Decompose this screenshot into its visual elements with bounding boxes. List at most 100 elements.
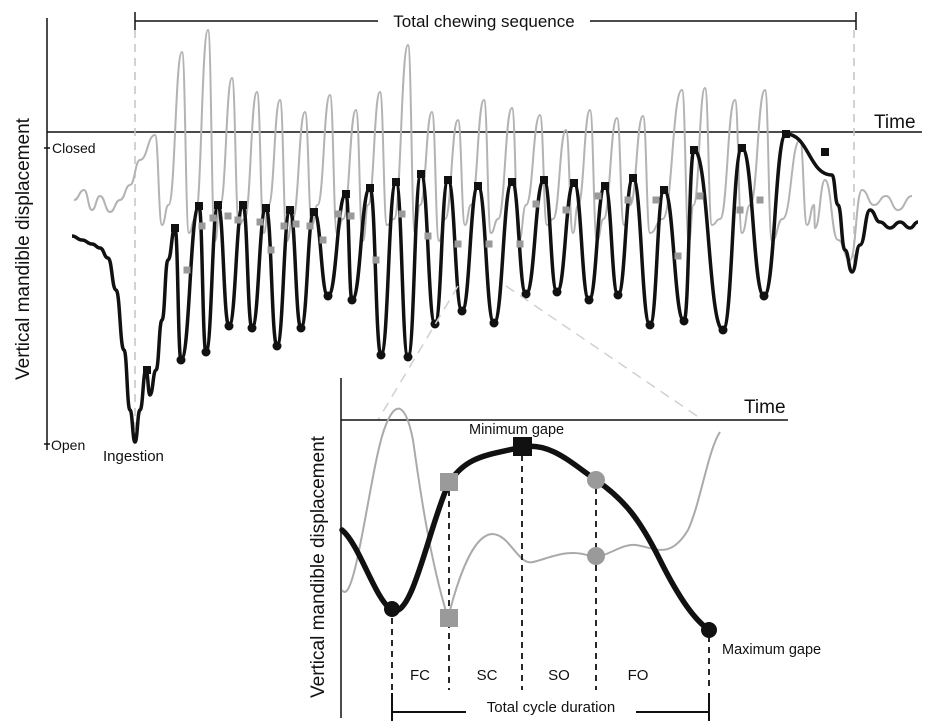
closed-label: Closed bbox=[52, 140, 96, 156]
inset-marker-light-so bbox=[587, 547, 605, 565]
min-gape-marker bbox=[262, 204, 270, 212]
transition-marker bbox=[319, 236, 327, 244]
transition-marker bbox=[624, 196, 632, 204]
open-label: Open bbox=[51, 437, 85, 453]
min-gape-marker bbox=[214, 201, 222, 209]
transition-marker bbox=[347, 212, 355, 220]
transition-marker bbox=[209, 214, 217, 222]
transition-marker bbox=[736, 206, 744, 214]
transition-marker bbox=[532, 200, 540, 208]
transition-marker bbox=[292, 220, 300, 228]
inset-light-trace bbox=[341, 407, 721, 622]
max-gape-marker bbox=[613, 290, 623, 300]
max-gape-marker bbox=[272, 341, 282, 351]
max-gape-marker bbox=[584, 295, 594, 305]
max-gape-marker bbox=[718, 325, 728, 335]
phase-label-fc: FC bbox=[410, 667, 430, 684]
min-gape-marker bbox=[239, 201, 247, 209]
max-gape-marker bbox=[489, 318, 499, 328]
min-gape-marker bbox=[286, 206, 294, 214]
inset-min-gape-marker bbox=[513, 437, 532, 456]
transition-marker bbox=[454, 240, 462, 248]
zoom-guide-left bbox=[377, 285, 459, 421]
max-gape-marker bbox=[247, 323, 257, 333]
maximum-gape-label: Maximum gape bbox=[722, 642, 821, 658]
transition-marker bbox=[198, 222, 206, 230]
ingestion-label: Ingestion bbox=[103, 448, 164, 465]
transition-marker bbox=[485, 240, 493, 248]
min-gape-marker bbox=[629, 174, 637, 182]
min-gape-marker bbox=[392, 178, 400, 186]
max-gape-marker bbox=[679, 316, 689, 326]
inset-dark-trace bbox=[339, 443, 712, 633]
phase-label-fo: FO bbox=[628, 667, 649, 684]
transition-marker bbox=[183, 266, 191, 274]
transition-marker bbox=[562, 206, 570, 214]
min-gape-marker bbox=[601, 182, 609, 190]
inset-y-axis-label: Vertical mandible displacement bbox=[308, 435, 329, 698]
inset-max-gape-marker-end bbox=[701, 622, 717, 638]
transition-marker bbox=[756, 196, 764, 204]
main-panel: Closed Open Vertical mandible displaceme… bbox=[13, 12, 922, 465]
min-gape-marker bbox=[444, 176, 452, 184]
phase-label-sc: SC bbox=[477, 667, 498, 684]
transition-marker bbox=[696, 192, 704, 200]
min-gape-marker bbox=[171, 224, 179, 232]
min-gape-marker bbox=[417, 170, 425, 178]
transition-marker bbox=[267, 246, 275, 254]
inset-marker-so bbox=[587, 471, 605, 489]
min-gape-marker bbox=[366, 184, 374, 192]
min-gape-marker bbox=[738, 144, 746, 152]
max-gape-marker bbox=[323, 291, 333, 301]
minimum-gape-label: Minimum gape bbox=[469, 422, 564, 438]
transition-marker bbox=[372, 256, 380, 264]
transition-marker bbox=[424, 232, 432, 240]
sequence-label: Total chewing sequence bbox=[393, 12, 574, 31]
transition-marker bbox=[398, 210, 406, 218]
min-gape-marker bbox=[310, 208, 318, 216]
min-gape-marker bbox=[540, 176, 548, 184]
inset-panel: Vertical mandible displacement Time FC S… bbox=[308, 378, 821, 721]
max-gape-marker bbox=[645, 320, 655, 330]
transition-marker bbox=[224, 212, 232, 220]
zoom-guide-right bbox=[505, 285, 701, 419]
inset-marker-light-min bbox=[440, 609, 458, 627]
inset-max-gape-marker-start bbox=[384, 601, 400, 617]
min-gape-marker bbox=[690, 146, 698, 154]
min-gape-marker bbox=[195, 202, 203, 210]
min-gape-marker bbox=[821, 148, 829, 156]
max-gape-marker bbox=[403, 352, 413, 362]
main-y-axis-label: Vertical mandible displacement bbox=[13, 117, 34, 380]
transition-marker bbox=[256, 218, 264, 226]
cycle-duration-label: Total cycle duration bbox=[487, 699, 615, 716]
max-gape-marker bbox=[296, 323, 306, 333]
main-time-label: Time bbox=[874, 112, 916, 133]
min-gape-marker bbox=[570, 179, 578, 187]
phase-label-so: SO bbox=[548, 667, 570, 684]
min-gape-marker bbox=[660, 186, 668, 194]
min-gape-marker bbox=[143, 366, 151, 374]
main-markers bbox=[143, 130, 829, 374]
transition-marker bbox=[674, 252, 682, 260]
max-gape-marker bbox=[347, 295, 357, 305]
max-gape-marker bbox=[201, 347, 211, 357]
inset-time-label: Time bbox=[744, 397, 786, 418]
transition-marker bbox=[516, 240, 524, 248]
max-gape-marker bbox=[224, 321, 234, 331]
transition-marker bbox=[594, 192, 602, 200]
max-gape-marker bbox=[759, 291, 769, 301]
max-gape-marker bbox=[521, 289, 531, 299]
min-gape-marker bbox=[342, 190, 350, 198]
min-gape-marker bbox=[474, 182, 482, 190]
min-gape-marker bbox=[508, 178, 516, 186]
max-gape-marker bbox=[176, 355, 186, 365]
max-gape-marker bbox=[430, 319, 440, 329]
max-gape-marker bbox=[457, 306, 467, 316]
transition-marker bbox=[334, 210, 342, 218]
max-gape-marker bbox=[376, 350, 386, 360]
min-gape-marker bbox=[782, 130, 790, 138]
transition-marker bbox=[652, 196, 660, 204]
max-gape-marker bbox=[552, 287, 562, 297]
transition-marker bbox=[280, 222, 288, 230]
